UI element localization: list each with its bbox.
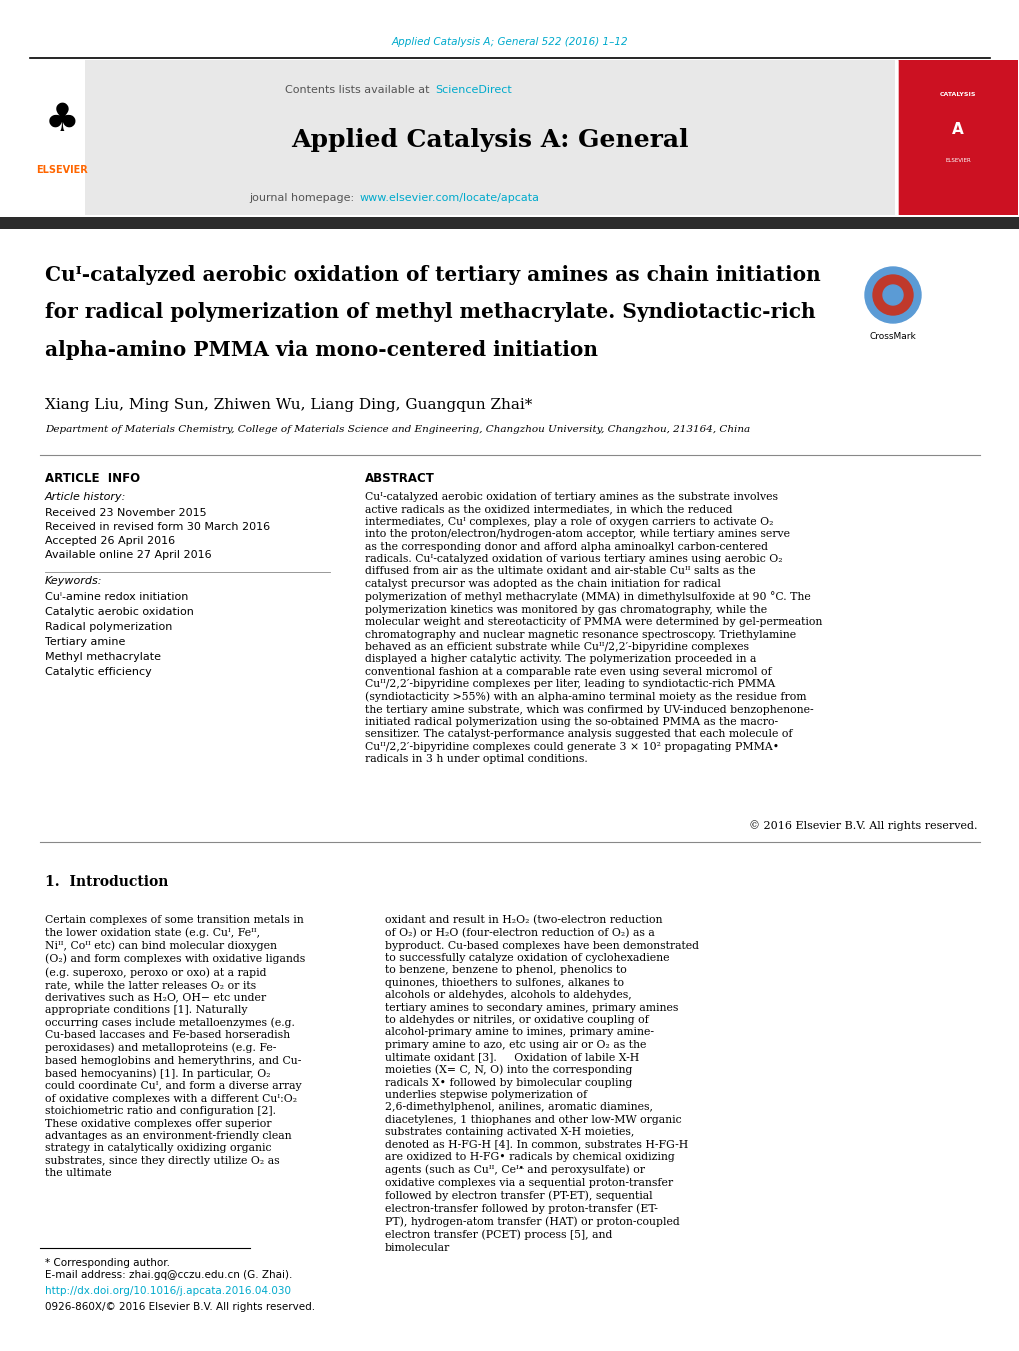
Text: for radical polymerization of methyl methacrylate. Syndiotactic-rich: for radical polymerization of methyl met… xyxy=(45,303,815,322)
Text: Department of Materials Chemistry, College of Materials Science and Engineering,: Department of Materials Chemistry, Colle… xyxy=(45,426,749,434)
Text: Applied Catalysis A: General: Applied Catalysis A: General xyxy=(291,128,688,153)
Bar xyxy=(85,59,894,215)
Text: Catalytic aerobic oxidation: Catalytic aerobic oxidation xyxy=(45,607,194,617)
Text: www.elsevier.com/locate/apcata: www.elsevier.com/locate/apcata xyxy=(360,193,539,203)
Text: Catalytic efficiency: Catalytic efficiency xyxy=(45,667,152,677)
Text: Tertiary amine: Tertiary amine xyxy=(45,638,125,647)
Text: CrossMark: CrossMark xyxy=(869,332,915,340)
Text: http://dx.doi.org/10.1016/j.apcata.2016.04.030: http://dx.doi.org/10.1016/j.apcata.2016.… xyxy=(45,1286,290,1296)
Text: Cuᴵ-catalyzed aerobic oxidation of tertiary amines as chain initiation: Cuᴵ-catalyzed aerobic oxidation of terti… xyxy=(45,265,820,285)
Text: ScienceDirect: ScienceDirect xyxy=(434,85,512,95)
Text: ELSEVIER: ELSEVIER xyxy=(945,158,970,162)
Text: Accepted 26 April 2016: Accepted 26 April 2016 xyxy=(45,536,175,546)
Text: 0926-860X/© 2016 Elsevier B.V. All rights reserved.: 0926-860X/© 2016 Elsevier B.V. All right… xyxy=(45,1302,315,1312)
Text: Applied Catalysis A; General 522 (2016) 1–12: Applied Catalysis A; General 522 (2016) … xyxy=(391,36,628,47)
Text: Article history:: Article history: xyxy=(45,492,126,503)
Text: 1.  Introduction: 1. Introduction xyxy=(45,875,168,889)
Text: journal homepage:: journal homepage: xyxy=(249,193,358,203)
Text: © 2016 Elsevier B.V. All rights reserved.: © 2016 Elsevier B.V. All rights reserved… xyxy=(749,820,977,831)
Text: Contents lists available at: Contents lists available at xyxy=(284,85,433,95)
Text: E-mail address: zhai.gq@cczu.edu.cn (G. Zhai).: E-mail address: zhai.gq@cczu.edu.cn (G. … xyxy=(45,1270,292,1279)
Text: Received 23 November 2015: Received 23 November 2015 xyxy=(45,508,207,517)
Text: alpha-amino PMMA via mono-centered initiation: alpha-amino PMMA via mono-centered initi… xyxy=(45,340,597,359)
Text: Cuᴵ-amine redox initiation: Cuᴵ-amine redox initiation xyxy=(45,592,189,603)
Text: ♣: ♣ xyxy=(45,101,79,139)
Text: Xiang Liu, Ming Sun, Zhiwen Wu, Liang Ding, Guangqun Zhai*: Xiang Liu, Ming Sun, Zhiwen Wu, Liang Di… xyxy=(45,399,532,412)
Bar xyxy=(897,59,1017,215)
Text: CATALYSIS: CATALYSIS xyxy=(938,92,975,97)
Text: Cuᴵ-catalyzed aerobic oxidation of tertiary amines as the substrate involves
act: Cuᴵ-catalyzed aerobic oxidation of terti… xyxy=(365,492,821,765)
Text: Keywords:: Keywords: xyxy=(45,576,102,586)
Bar xyxy=(0,218,1019,230)
Text: * Corresponding author.: * Corresponding author. xyxy=(45,1258,170,1269)
Text: A: A xyxy=(951,123,963,138)
Text: Received in revised form 30 March 2016: Received in revised form 30 March 2016 xyxy=(45,521,270,532)
Circle shape xyxy=(872,276,912,315)
Text: Available online 27 April 2016: Available online 27 April 2016 xyxy=(45,550,211,561)
Text: Certain complexes of some transition metals in
the lower oxidation state (e.g. C: Certain complexes of some transition met… xyxy=(45,915,305,1178)
Text: Methyl methacrylate: Methyl methacrylate xyxy=(45,653,161,662)
Circle shape xyxy=(864,267,920,323)
Text: Radical polymerization: Radical polymerization xyxy=(45,621,172,632)
Text: ABSTRACT: ABSTRACT xyxy=(365,471,434,485)
Circle shape xyxy=(882,285,902,305)
Text: ARTICLE  INFO: ARTICLE INFO xyxy=(45,471,140,485)
Text: oxidant and result in H₂O₂ (two-electron reduction
of O₂) or H₂O (four-electron : oxidant and result in H₂O₂ (two-electron… xyxy=(384,915,698,1252)
Text: ELSEVIER: ELSEVIER xyxy=(36,165,88,176)
